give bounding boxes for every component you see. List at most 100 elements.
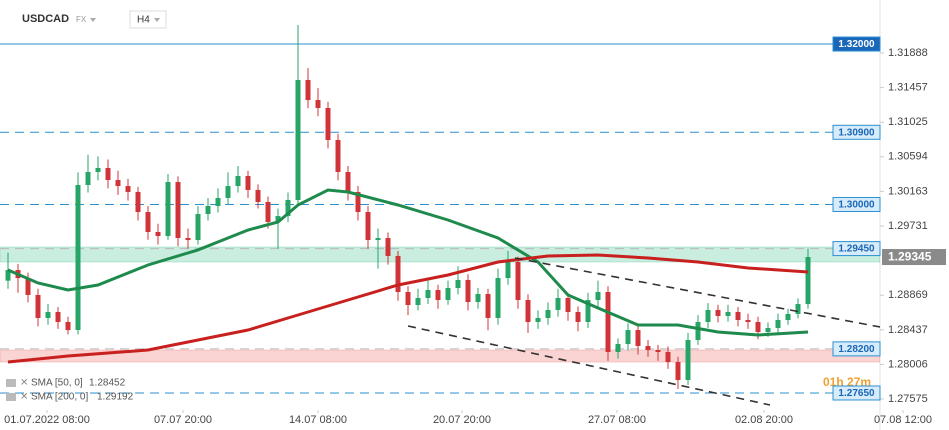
candle-body <box>305 79 311 101</box>
candle-body <box>585 300 591 322</box>
dropdown-arrow[interactable] <box>90 18 96 22</box>
candle-body <box>35 294 41 318</box>
x-tick-label: 14.07 08:00 <box>289 414 347 426</box>
legend-close[interactable]: ✕ <box>20 378 28 389</box>
candle-body <box>425 289 431 299</box>
legend-name: SMA [200, 0] <box>31 392 88 403</box>
candle-body <box>355 191 361 213</box>
candle-body <box>405 291 411 305</box>
candle-body <box>465 279 471 303</box>
level-label-box <box>832 36 881 52</box>
candle-body <box>565 298 571 312</box>
y-tick-label: 1.30594 <box>888 151 928 163</box>
candle-body <box>665 352 671 363</box>
candle-body <box>55 311 61 322</box>
candle-body <box>285 199 291 217</box>
level-label: 1.30000 <box>838 200 875 211</box>
candle-body <box>395 255 401 292</box>
timeframe-box[interactable] <box>129 10 167 29</box>
y-tick-label: 1.30163 <box>888 185 928 197</box>
timeframe[interactable]: H4 <box>137 15 150 26</box>
candle-body <box>335 139 341 172</box>
x-tick-label: 01.07.2022 08:00 <box>4 414 90 426</box>
candle-body <box>635 330 641 346</box>
candle-body <box>765 328 771 333</box>
y-tick-label: 1.28869 <box>888 289 928 301</box>
candle-body <box>195 214 201 241</box>
candle-body <box>115 180 121 187</box>
candle-body <box>415 298 421 305</box>
candle-body <box>295 79 301 200</box>
level-zone <box>0 349 880 363</box>
candle-body <box>85 171 91 185</box>
candle-body <box>105 167 111 181</box>
legend-close[interactable]: ✕ <box>20 392 28 403</box>
trendline <box>514 257 880 328</box>
candle-body <box>435 289 441 301</box>
level-label: 1.30900 <box>838 127 875 138</box>
sma-line <box>7 188 809 337</box>
candle-body <box>625 330 631 344</box>
level-zone <box>0 246 880 263</box>
candle-body <box>315 100 321 108</box>
level-label: 1.27650 <box>838 388 875 399</box>
candle-body <box>725 311 731 316</box>
candle-body <box>695 321 701 340</box>
candle-body <box>255 189 261 202</box>
candle-body <box>125 186 131 192</box>
candle-body <box>265 201 271 222</box>
candle-body <box>545 309 551 318</box>
level-label-box <box>832 385 881 401</box>
level-label-box <box>832 124 881 140</box>
candle-body <box>225 186 231 198</box>
x-tick-label: 27.07 08:00 <box>588 414 646 426</box>
candle-body <box>485 294 491 318</box>
x-tick-label: 07.07 20:00 <box>154 414 212 426</box>
candle-body <box>685 339 691 380</box>
candle-body <box>805 257 811 305</box>
level-label: 1.28200 <box>838 344 875 355</box>
candle-body <box>645 345 651 350</box>
candle-body <box>755 321 761 333</box>
candle-body <box>705 309 711 322</box>
candle-body <box>375 238 381 241</box>
x-tick-label: 20.07 20:00 <box>433 414 491 426</box>
candle-body <box>785 313 791 320</box>
candle-body <box>495 278 501 318</box>
y-tick-label: 1.28437 <box>888 324 928 336</box>
x-tick-label: 02.08 20:00 <box>735 414 793 426</box>
y-tick-label: 1.31025 <box>888 116 928 128</box>
candle-body <box>25 278 31 295</box>
candle-body <box>45 311 51 318</box>
symbol[interactable]: USDCAD <box>22 13 69 25</box>
candle-body <box>365 212 371 241</box>
candle-body <box>505 261 511 279</box>
candle-body <box>325 107 331 140</box>
level-label-box <box>832 341 881 357</box>
y-tick-label: 1.29731 <box>888 220 928 232</box>
candle-body <box>455 279 461 288</box>
candle-body <box>165 182 171 237</box>
legend-value: 1.29192 <box>97 392 134 403</box>
candle-body <box>95 167 101 172</box>
y-tick-label: 1.27575 <box>888 393 928 405</box>
candle-body <box>65 321 71 331</box>
candle-body <box>515 261 521 301</box>
sma-line <box>7 253 809 364</box>
candle-body <box>535 317 541 322</box>
dropdown-arrow[interactable] <box>154 18 160 22</box>
candle-body <box>135 191 141 213</box>
market: FX <box>76 15 87 24</box>
candle-body <box>205 206 211 215</box>
candle-body <box>175 182 181 239</box>
candle-body <box>245 176 251 190</box>
candle-body <box>345 171 351 192</box>
candle-body <box>595 291 601 301</box>
candle-body <box>185 238 191 241</box>
level-label-box <box>832 241 881 257</box>
candle-body <box>385 238 391 256</box>
candle-body <box>735 311 741 320</box>
current-price-box <box>882 249 946 266</box>
